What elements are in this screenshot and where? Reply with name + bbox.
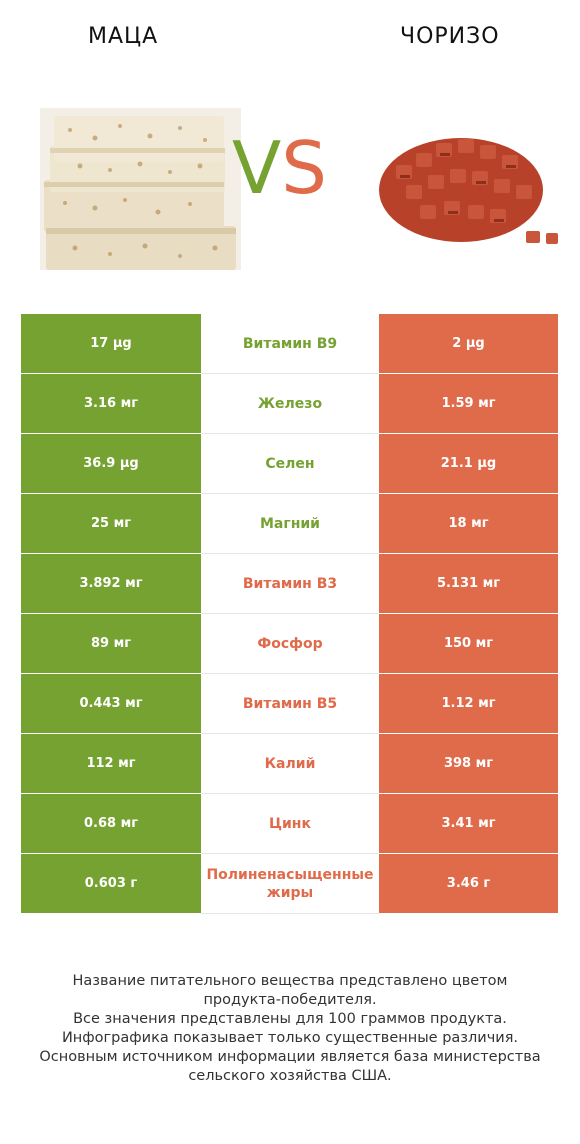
nutrient-comparison-table: 17 µg Витамин B9 2 µg 3.16 мг Железо 1.59 мг 3… <box>21 314 558 914</box>
left-value: 3.892 мг <box>21 554 201 613</box>
vs-label: VS <box>232 132 327 204</box>
row-divider <box>201 493 379 494</box>
footer-note: Название питательного вещества представл… <box>20 972 560 1086</box>
table-row: 112 мг Калий 398 мг <box>21 734 558 794</box>
left-value: 3.16 мг <box>21 374 201 433</box>
footer-line-2: продукта-победителя. <box>203 992 377 1008</box>
vs-s: S <box>281 126 327 210</box>
footer-line-5: Основным источником информации является … <box>39 1049 541 1065</box>
right-value: 1.59 мг <box>379 374 558 433</box>
table-row: 3.892 мг Витамин B3 5.131 мг <box>21 554 558 614</box>
left-value: 89 мг <box>21 614 201 673</box>
right-value: 398 мг <box>379 734 558 793</box>
row-divider <box>201 913 379 914</box>
row-divider <box>201 673 379 674</box>
footer-line-3: Все значения представлены для 100 граммо… <box>73 1011 507 1027</box>
chorizo-image <box>379 138 558 244</box>
right-value: 150 мг <box>379 614 558 673</box>
row-divider <box>201 613 379 614</box>
table-row: 0.443 мг Витамин B5 1.12 мг <box>21 674 558 734</box>
left-value: 36.9 µg <box>21 434 201 493</box>
left-value: 0.443 мг <box>21 674 201 733</box>
table-row: 0.603 г Полиненасыщенные жиры 3.46 г <box>21 854 558 914</box>
footer-line-1: Название питательного вещества представл… <box>72 973 508 989</box>
row-divider <box>201 373 379 374</box>
row-divider <box>201 433 379 434</box>
row-divider <box>201 553 379 554</box>
nutrient-name: Магний <box>201 494 379 553</box>
left-value: 17 µg <box>21 314 201 373</box>
nutrient-name: Калий <box>201 734 379 793</box>
right-value: 5.131 мг <box>379 554 558 613</box>
footer-line-4: Инфографика показывает только существенн… <box>61 1030 519 1046</box>
table-row: 36.9 µg Селен 21.1 µg <box>21 434 558 494</box>
right-value: 1.12 мг <box>379 674 558 733</box>
row-divider <box>201 853 379 854</box>
right-value: 21.1 µg <box>379 434 558 493</box>
table-row: 25 мг Магний 18 мг <box>21 494 558 554</box>
row-divider <box>201 733 379 734</box>
row-divider <box>201 793 379 794</box>
right-value: 2 µg <box>379 314 558 373</box>
left-value: 0.68 мг <box>21 794 201 853</box>
left-value: 0.603 г <box>21 854 201 913</box>
left-value: 25 мг <box>21 494 201 553</box>
table-row: 17 µg Витамин B9 2 µg <box>21 314 558 374</box>
nutrient-name: Полиненасыщенные жиры <box>201 854 379 913</box>
nutrient-name: Железо <box>201 374 379 433</box>
nutrient-name: Фосфор <box>201 614 379 673</box>
nutrient-name: Цинк <box>201 794 379 853</box>
right-product-title: ЧОРИЗО <box>400 24 500 49</box>
right-value: 3.41 мг <box>379 794 558 853</box>
nutrient-name: Витамин B9 <box>201 314 379 373</box>
table-row: 89 мг Фосфор 150 мг <box>21 614 558 674</box>
table-row: 3.16 мг Железо 1.59 мг <box>21 374 558 434</box>
left-value: 112 мг <box>21 734 201 793</box>
nutrient-name: Витамин B5 <box>201 674 379 733</box>
matzo-image <box>40 108 241 270</box>
nutrient-name: Селен <box>201 434 379 493</box>
vs-v: V <box>232 126 282 210</box>
footer-line-6: сельского хозяйства США. <box>188 1068 392 1084</box>
nutrient-name: Витамин B3 <box>201 554 379 613</box>
right-value: 3.46 г <box>379 854 558 913</box>
left-product-title: МАЦА <box>88 24 159 49</box>
table-row: 0.68 мг Цинк 3.41 мг <box>21 794 558 854</box>
right-value: 18 мг <box>379 494 558 553</box>
